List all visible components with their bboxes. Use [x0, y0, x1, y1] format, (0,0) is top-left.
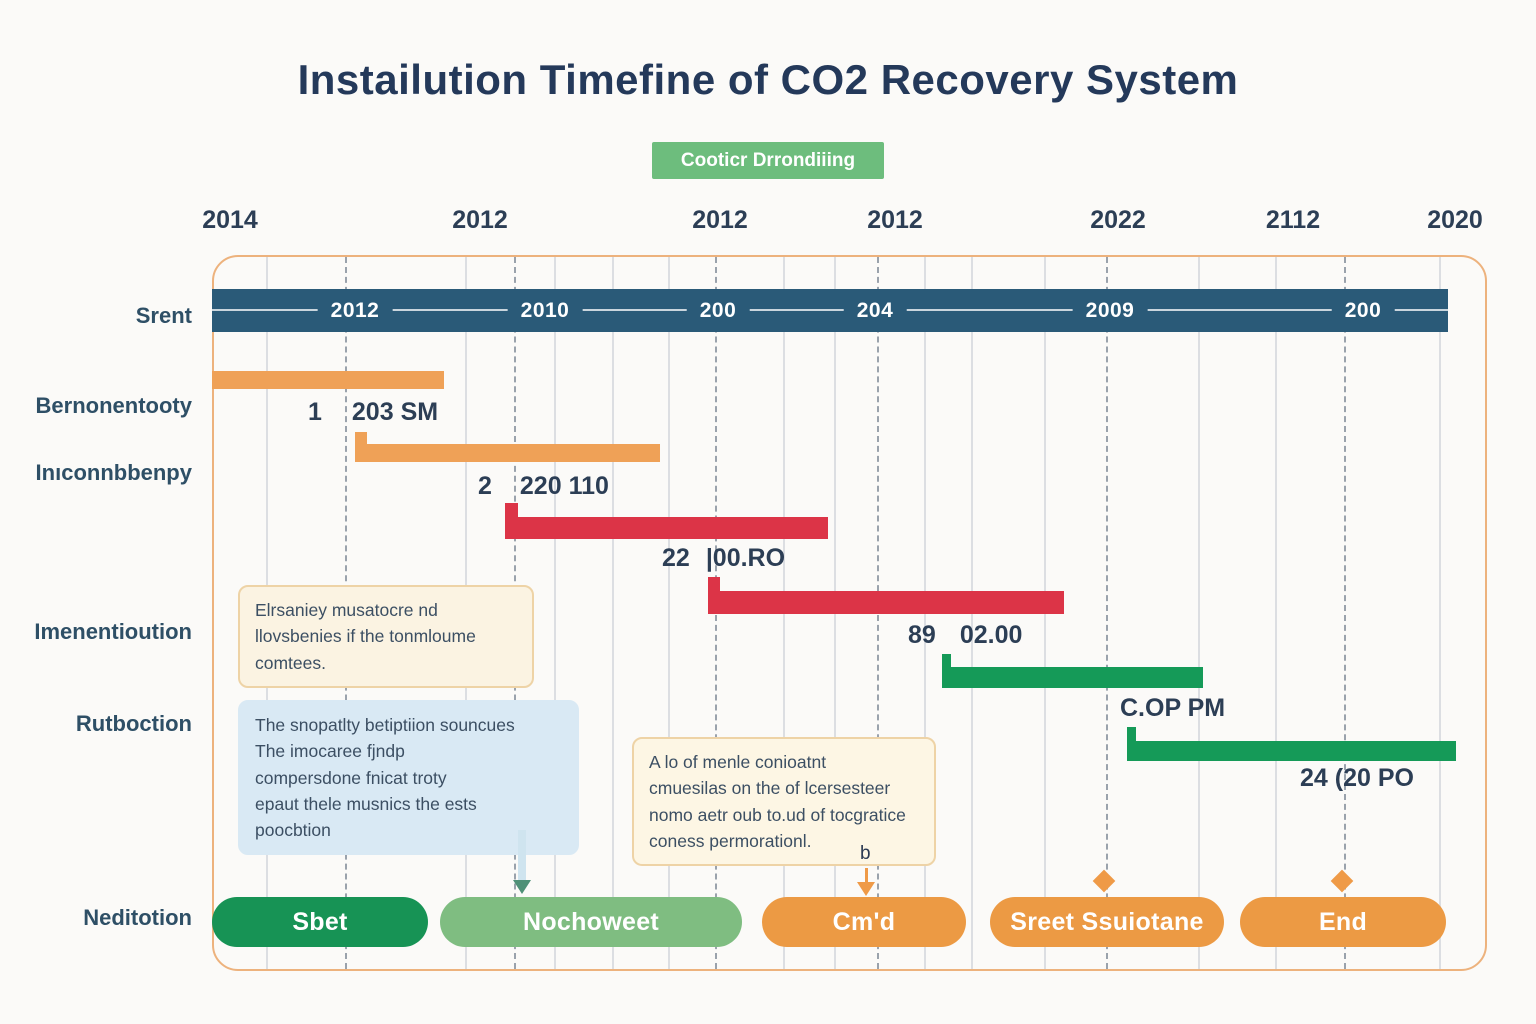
milestone-label: Sreet Ssuiotane: [1010, 907, 1204, 936]
annotation-b: b: [860, 843, 871, 864]
task-number: 89: [908, 621, 936, 649]
task-value: 220 110: [519, 472, 609, 500]
milestone-label: End: [1318, 907, 1368, 936]
milestone-pill-sreet-ssuiotane: Sreet Ssuiotane: [990, 897, 1224, 947]
task-bar-1-orange: [212, 371, 444, 389]
timeline-segment-label: 2012: [317, 289, 393, 332]
task-bar-2-label: 2 220 110: [478, 472, 609, 501]
milestone-pill-cmd: Cm'd: [762, 897, 966, 947]
note-box-2: The snopatlty betiptiion souncues The im…: [238, 700, 579, 856]
task-bar-start-tab: [942, 654, 951, 667]
axis-tick-label: 2022: [1090, 206, 1146, 234]
note-line: llovsbenies if the tonmloume: [255, 626, 476, 647]
task-number: 2: [478, 472, 492, 500]
note-line: The imocaree fjndp: [255, 741, 405, 762]
milestone-label: Cm'd: [832, 907, 896, 936]
timeline-axis-line: [212, 309, 1448, 311]
milestone-pill-sbet: Sbet: [212, 897, 428, 947]
task-bar-4-label: 89 02.00: [908, 621, 1022, 650]
milestone-label: Nochoweet: [522, 907, 660, 936]
gridline-dashed: [1106, 257, 1108, 969]
task-bar-6-green: [1127, 727, 1456, 761]
task-bar-start-tab: [355, 432, 367, 444]
note-line: Elrsaniey musatocre nd: [255, 600, 438, 620]
task-bar-5-label: C.OP PM: [1120, 694, 1225, 723]
task-bar-6-label: 24 (20 PO: [1300, 764, 1414, 793]
gridline: [1198, 257, 1200, 969]
row-label-srent: Srent: [135, 303, 192, 328]
timeline-segment-label: 204: [843, 289, 907, 332]
task-bar-3-red: [505, 503, 828, 539]
task-value: 02.00: [959, 621, 1023, 649]
gridline: [668, 257, 670, 969]
timeline-segment-label: 200: [686, 289, 750, 332]
milestone-pill-end: End: [1240, 897, 1446, 947]
axis-tick-label: 2020: [1427, 206, 1483, 234]
row-label-inconnbbenpy: Inıconnbbenpy: [35, 460, 192, 485]
task-bar-start-tab: [1127, 727, 1136, 741]
arrow-down-icon: [513, 880, 531, 894]
task-number: 22: [662, 544, 690, 572]
note-line: cmuesilas on the of lcersesteer: [649, 778, 891, 799]
note-line: compersdone fnicat troty: [255, 767, 447, 788]
gridline: [1275, 257, 1277, 969]
timeline-segment-label: 200: [1331, 289, 1395, 332]
gridline: [1439, 257, 1441, 969]
row-label-neditotion: Neditotion: [83, 905, 192, 930]
axis-tick-label: 2112: [1265, 206, 1321, 234]
note-line: coness permorationl.: [649, 830, 812, 851]
row-label-bernonentooty: Bernonentooty: [35, 393, 192, 418]
timeline-segment-label: 2010: [507, 289, 583, 332]
axis-tick-label: 2012: [452, 206, 508, 234]
subtitle-badge: Cooticr Drrondiiing: [652, 142, 884, 179]
row-label-imenentioution: Imenentioution: [34, 619, 192, 644]
task-bar-start-tab: [708, 577, 720, 591]
task-value: 24 (20 PO: [1300, 764, 1414, 792]
axis-tick-label: 2014: [202, 206, 258, 234]
task-bar-1-label: 1 203 SM: [308, 398, 438, 427]
milestone-label: Sbet: [292, 907, 348, 936]
task-value: |00.RO: [705, 544, 786, 572]
note-line: The snopatlty betiptiion souncues: [255, 715, 515, 735]
note-box-3: A lo of menle conioatnt cmuesilas on the…: [632, 737, 936, 866]
gridline: [612, 257, 614, 969]
milestone-pill-nochoweet: Nochoweet: [440, 897, 742, 947]
timeline-segment-label: 2009: [1072, 289, 1148, 332]
note-box-1: Elrsaniey musatocre nd llovsbenies if th…: [238, 585, 534, 688]
task-bar-3-label: 22 |00.RO: [662, 544, 785, 573]
task-bar-2-orange: [355, 432, 660, 462]
arrow-down-icon: [857, 882, 875, 896]
gridline-dashed: [1344, 257, 1346, 969]
subtitle-badge-label: Cooticr Drrondiiing: [680, 149, 856, 171]
note-line: nomo aetr oub to.ud of tocgratice: [649, 804, 906, 825]
gridline: [554, 257, 556, 969]
timeline-header-bar: 2012 2010 200 204 2009 200: [212, 289, 1448, 332]
task-bar-5-green: [942, 654, 1203, 688]
task-bar-4-red: [708, 577, 1064, 614]
note-line: A lo of menle conioatnt: [649, 752, 827, 772]
note-line: comtees.: [255, 652, 326, 673]
task-value: C.OP PM: [1120, 694, 1226, 722]
task-bar-start-tab: [505, 503, 518, 517]
row-label-rutboction: Rutboction: [75, 711, 192, 736]
page-title: Instailution Timefine of CO2 Recovery Sy…: [297, 56, 1239, 103]
connector-line-blue: [518, 830, 526, 880]
axis-tick-label: 2012: [692, 206, 748, 234]
task-value: 203 SM: [351, 398, 439, 426]
note-line: poocbtion: [255, 820, 331, 840]
note-line: epaut thele musnics the ests: [255, 793, 477, 814]
connector-line-orange: [865, 868, 868, 882]
task-number: 1: [308, 398, 322, 426]
axis-tick-label: 2012: [867, 206, 923, 234]
